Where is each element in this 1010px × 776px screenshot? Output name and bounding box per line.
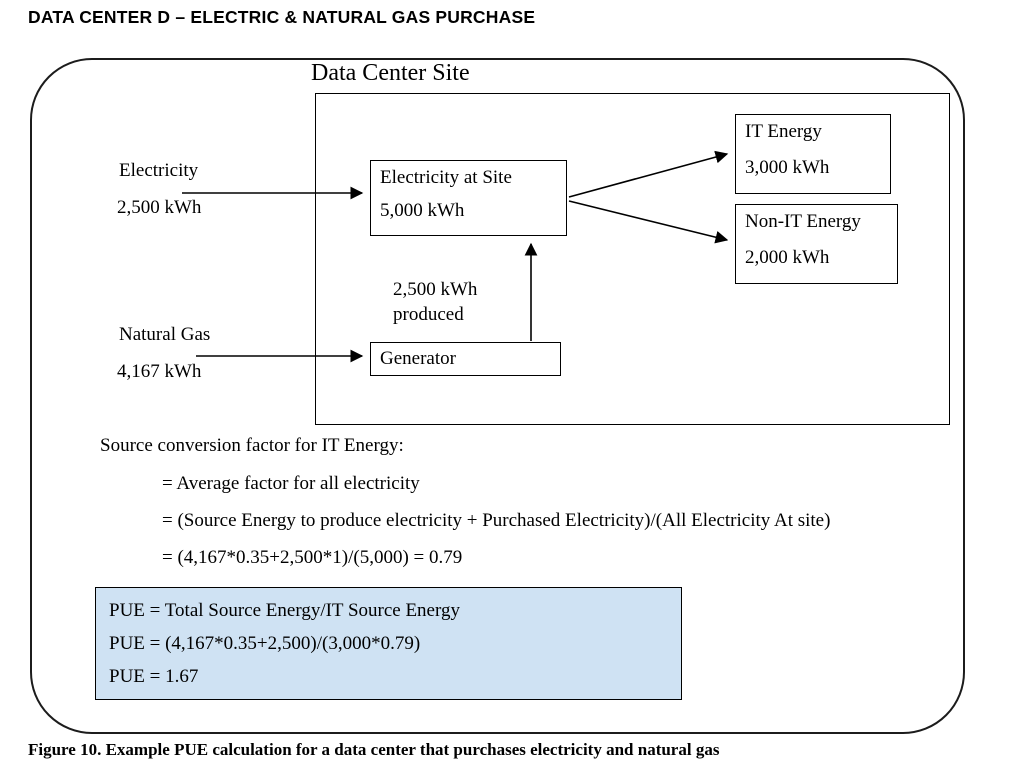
site-boundary (315, 93, 950, 425)
electricity-input-label: Electricity (119, 160, 199, 181)
generator-node: Generator (370, 342, 561, 376)
generator-label: Generator (380, 348, 456, 369)
non-it-energy-label: Non-IT Energy (745, 211, 861, 232)
pue-line-3: PUE = 1.67 (109, 666, 199, 687)
figure-caption: Figure 10. Example PUE calculation for a… (28, 740, 720, 759)
natural-gas-input-label: Natural Gas (119, 324, 211, 345)
pue-result-box: PUE = Total Source Energy/IT Source Ener… (95, 587, 682, 700)
conversion-factor-intro: Source conversion factor for IT Energy: (100, 435, 404, 456)
non-it-energy-value: 2,000 kWh (745, 247, 830, 268)
it-energy-label: IT Energy (745, 121, 822, 142)
generator-output-word: produced (393, 304, 464, 325)
electricity-at-site-label: Electricity at Site (380, 167, 512, 188)
site-title: Data Center Site (311, 60, 470, 86)
generator-output-value: 2,500 kWh (393, 279, 478, 300)
natural-gas-input-value: 4,167 kWh (117, 361, 202, 382)
electricity-input-value: 2,500 kWh (117, 197, 202, 218)
conversion-factor-line-1: = Average factor for all electricity (162, 473, 420, 494)
electricity-at-site-value: 5,000 kWh (380, 200, 465, 221)
pue-line-1: PUE = Total Source Energy/IT Source Ener… (109, 600, 460, 621)
non-it-energy-node: Non-IT Energy 2,000 kWh (735, 204, 898, 284)
diagram-outer-border (30, 58, 965, 734)
page-title: DATA CENTER D – ELECTRIC & NATURAL GAS P… (28, 7, 536, 27)
conversion-factor-line-3: = (4,167*0.35+2,500*1)/(5,000) = 0.79 (162, 547, 463, 568)
it-energy-value: 3,000 kWh (745, 157, 830, 178)
pue-line-2: PUE = (4,167*0.35+2,500)/(3,000*0.79) (109, 633, 421, 654)
it-energy-node: IT Energy 3,000 kWh (735, 114, 891, 194)
conversion-factor-line-2: = (Source Energy to produce electricity … (162, 510, 831, 531)
electricity-at-site-node: Electricity at Site 5,000 kWh (370, 160, 567, 236)
